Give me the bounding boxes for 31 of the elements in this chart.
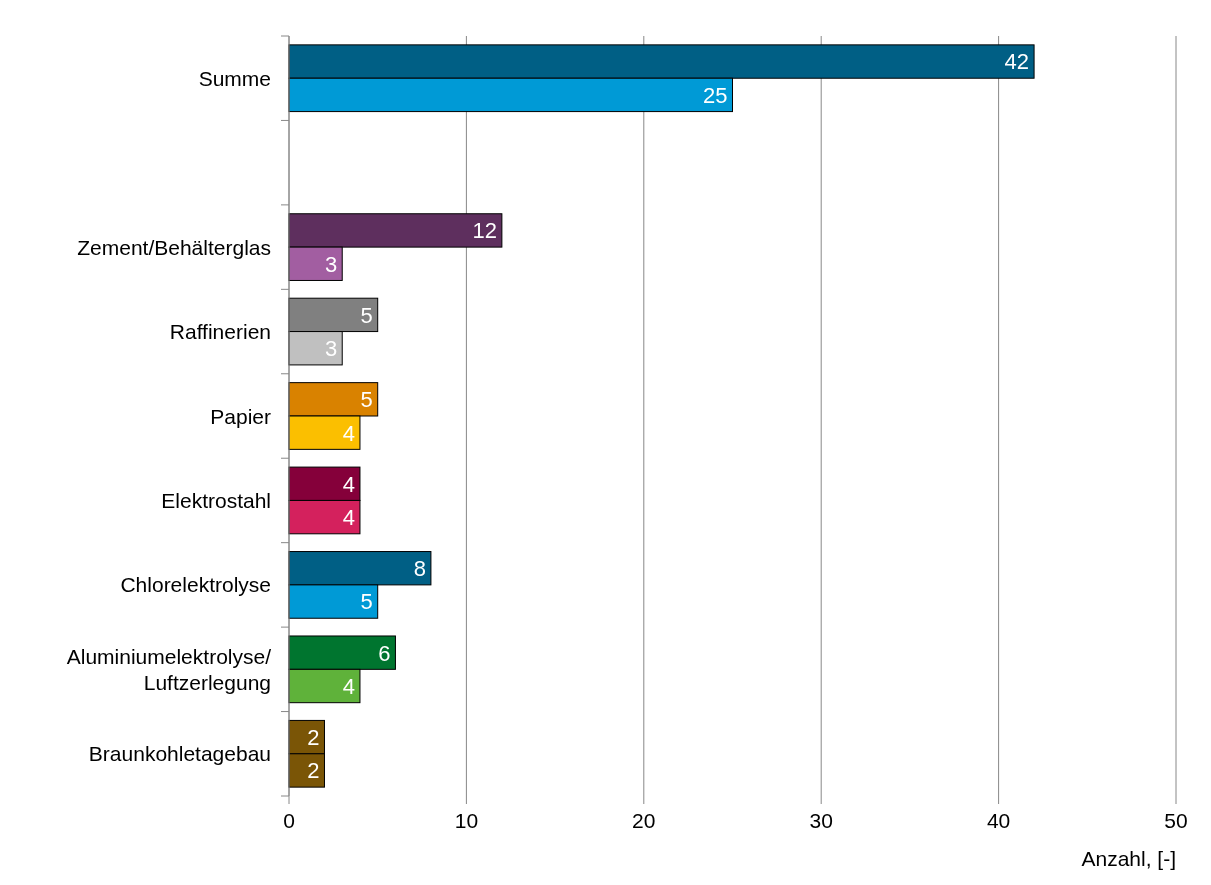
data-label: 5 (360, 387, 373, 413)
data-label: 3 (324, 336, 338, 362)
data-label: 25 (703, 82, 728, 108)
data-label: 4 (342, 505, 355, 531)
y-tick-label: Chlorelektrolyse (120, 573, 271, 597)
y-tick-label: Elektrostahl (161, 489, 271, 512)
x-tick-label: 20 (632, 809, 656, 832)
data-label: 5 (360, 302, 373, 328)
data-label: 2 (307, 758, 320, 784)
data-label: 8 (413, 556, 426, 582)
x-tick-label: 30 (809, 809, 833, 832)
data-label: 5 (360, 589, 373, 615)
x-axis-title: Anzahl, [-] (1081, 847, 1176, 870)
x-tick-label: 40 (986, 809, 1011, 832)
x-tick-label: 50 (1164, 809, 1188, 832)
y-tick-label: Papier (210, 404, 272, 428)
data-label: 4 (342, 471, 355, 497)
x-tick-label: 10 (454, 809, 479, 832)
y-tick-label: Summe (198, 66, 271, 90)
data-label: 42 (1004, 49, 1030, 75)
data-label: 12 (472, 218, 497, 244)
data-label: 6 (378, 640, 391, 666)
data-label: 4 (342, 673, 355, 699)
data-label: 2 (307, 725, 320, 751)
y-tick-label: Raffinerien (169, 320, 271, 344)
data-label: 4 (342, 420, 355, 446)
y-tick-label: Braunkohletagebau (88, 742, 271, 766)
data-label: 3 (324, 251, 338, 277)
x-tick-label: 0 (283, 809, 295, 832)
y-tick-label: Aluminiumelektrolyse/ Luftzerlegung (66, 644, 272, 694)
y-tick-label: Zement/Behälterglas (77, 235, 271, 259)
